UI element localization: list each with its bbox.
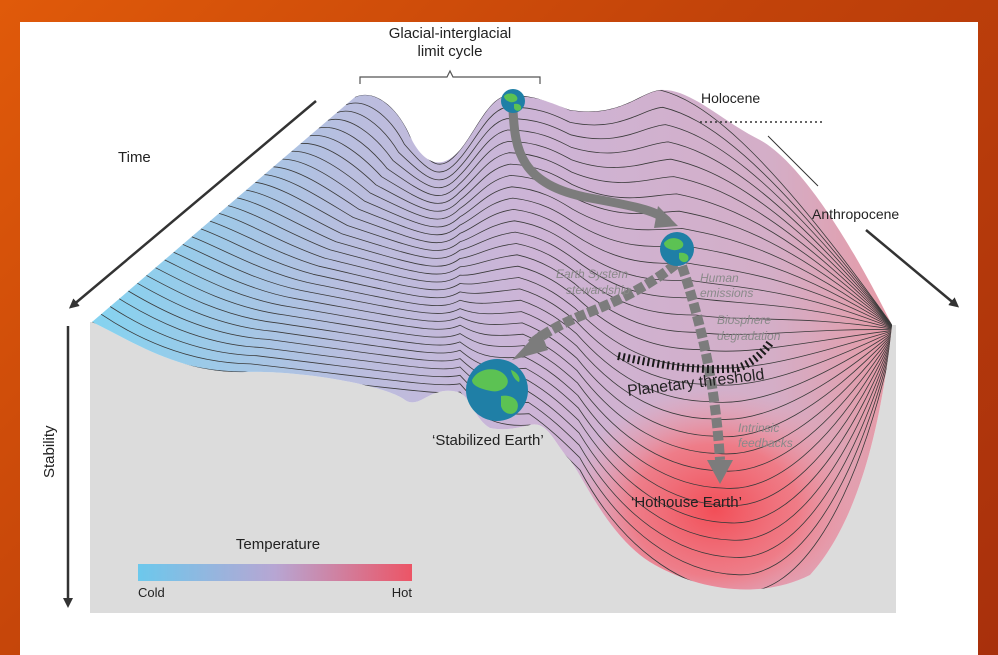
contour-line	[164, 259, 892, 455]
contour-line	[246, 189, 892, 329]
stability-landscape-diagram: Glacial-interglacial limit cycle Holocen…	[41, 25, 960, 613]
contour-line	[218, 213, 892, 352]
contour-line	[118, 298, 892, 541]
anthropocene-line	[767, 135, 819, 187]
time-label: Time	[118, 149, 151, 166]
contour-line	[318, 126, 892, 326]
anthropocene-arrow	[865, 229, 960, 308]
contour-line	[100, 313, 892, 576]
contour-line	[255, 181, 892, 329]
biosphere-label: Biosphere	[717, 313, 771, 327]
diagram-frame: Glacial-interglacial limit cycle Holocen…	[20, 22, 978, 655]
temperature-legend: Temperature Cold Hot	[138, 536, 412, 600]
human-label: Human	[700, 271, 739, 285]
title-line-2: limit cycle	[417, 43, 482, 60]
globe-icon	[501, 89, 525, 113]
contour-line	[291, 150, 892, 327]
intrinsic-label: Intrinsic	[738, 421, 779, 435]
contour-line	[345, 102, 892, 326]
time-arrow	[68, 100, 317, 309]
contour-line	[109, 306, 892, 558]
contour-line	[173, 251, 892, 438]
contour-line	[237, 197, 892, 330]
contour-line	[209, 220, 892, 369]
hothouse-earth-label: ‘Hothouse Earth’	[631, 494, 742, 511]
contour-line	[336, 110, 892, 326]
legend-color-bar	[138, 564, 412, 581]
landscape-surface	[92, 89, 892, 590]
holocene-label: Holocene	[701, 90, 760, 106]
contour-line	[182, 244, 892, 420]
globe-icon	[660, 232, 694, 266]
legend-hot-label: Hot	[392, 585, 413, 600]
limit-cycle-bracket	[359, 69, 541, 84]
anthropocene-label: Anthropocene	[812, 206, 899, 222]
contour-line	[227, 205, 892, 335]
stability-label: Stability	[41, 425, 58, 478]
contour-line	[273, 166, 892, 328]
contour-line	[146, 275, 892, 489]
stewardship-label: stewardship	[566, 283, 630, 297]
title-line-1: Glacial-interglacial	[389, 25, 512, 42]
contour-line	[264, 174, 892, 328]
contour-line	[200, 228, 892, 386]
earth-system-label: Earth System	[556, 267, 628, 281]
contour-line	[128, 290, 892, 524]
legend-title: Temperature	[236, 536, 320, 553]
contour-line	[191, 236, 892, 403]
stabilized-earth-label: ‘Stabilized Earth’	[432, 432, 544, 449]
contour-line	[137, 282, 892, 507]
feedbacks-label: feedbacks	[738, 436, 793, 450]
pathway-arrows	[508, 109, 733, 484]
planetary-threshold-curve	[617, 340, 774, 374]
contour-line	[309, 135, 892, 326]
contour-line	[282, 158, 892, 327]
degradation-label: degradation	[717, 329, 781, 343]
globe-icon	[466, 359, 528, 421]
legend-cold-label: Cold	[138, 585, 165, 600]
contour-line	[327, 118, 892, 326]
emissions-label: emissions	[700, 286, 753, 300]
ground-area	[90, 322, 896, 613]
